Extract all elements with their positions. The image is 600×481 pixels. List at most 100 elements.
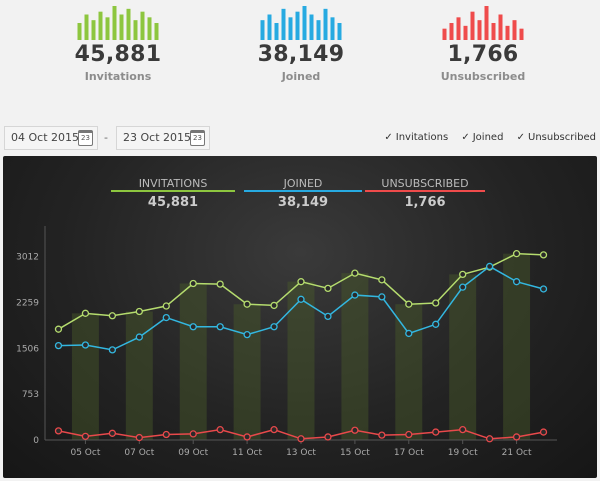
x-tick-label: 15 Oct (340, 448, 370, 458)
data-point (135, 307, 143, 316)
toggle-joined[interactable]: ✓ Joined (461, 132, 503, 143)
day-band (449, 274, 477, 440)
unsubscribed-spark-bar (505, 25, 510, 40)
joined-spark-bar (316, 20, 321, 40)
date-range-separator: - (104, 131, 108, 144)
y-tick-label: 2259 (16, 298, 39, 308)
legend-total: 38,149 (278, 195, 328, 210)
data-point (81, 309, 90, 317)
end-date-value: 23 Oct 2015 (123, 131, 192, 144)
data-point (243, 300, 251, 308)
data-point (459, 270, 467, 279)
unsubscribed-spark-bar (463, 25, 468, 40)
unsubscribed-label: Unsubscribed (440, 70, 526, 83)
data-point (324, 433, 332, 441)
line-chart: 0 753 1506 2259 3012 05 Oct 07 Oct 09 Oct 11 Oct… (16, 177, 557, 458)
calendar-icon[interactable]: 23 (190, 130, 205, 146)
data-point (108, 429, 117, 437)
invitations-label: Invitations (84, 70, 152, 83)
invitations-spark-bar (154, 23, 159, 40)
x-tick-label: 09 Oct (178, 448, 208, 458)
invitations-spark-bar (147, 17, 152, 40)
day-band (395, 304, 423, 440)
data-point (351, 291, 359, 299)
data-point (351, 269, 359, 277)
invitations-spark-bar (77, 23, 82, 40)
unsubscribed-spark-bar (519, 28, 524, 40)
invitations-spark-bar (91, 20, 96, 40)
x-tick-label: 21 Oct (502, 448, 532, 458)
invitations-spark-bar (112, 6, 117, 40)
data-point (54, 325, 63, 333)
data-point (351, 426, 359, 434)
joined-spark-bar (281, 8, 286, 40)
unsubscribed-spark-bar (442, 28, 447, 40)
data-point (297, 295, 305, 303)
toggle-unsubscribed[interactable]: ✓ Unsubscribed (517, 132, 596, 143)
start-date-value: 04 Oct 2015 (11, 131, 80, 144)
x-tick-label: 07 Oct (124, 448, 154, 458)
joined-spark-bar (302, 6, 307, 40)
kpi-joined: 38,149 Joined (241, 0, 361, 83)
day-band (125, 311, 153, 440)
data-point (378, 276, 386, 284)
toggle-invitations-label: Invitations (395, 132, 449, 143)
x-tick-label: 13 Oct (286, 448, 316, 458)
kpi-unsubscribed: 1,766 Unsubscribed (423, 0, 543, 83)
data-point (135, 333, 143, 341)
joined-label: Joined (281, 70, 321, 83)
data-point (485, 435, 494, 443)
start-date-picker[interactable]: 04 Oct 2015 23 (4, 126, 98, 150)
data-point (405, 300, 413, 308)
data-point (108, 346, 117, 354)
data-point (81, 432, 90, 440)
checkmark-icon: ✓ (516, 132, 525, 143)
data-point (297, 278, 305, 286)
calendar-icon[interactable]: 23 (78, 130, 93, 146)
data-point (162, 313, 170, 322)
x-tick-label: 11 Oct (232, 448, 262, 458)
joined-spark-bar (337, 23, 342, 40)
data-point (432, 299, 440, 307)
data-point (216, 323, 224, 331)
unsubscribed-spark-bar (456, 17, 461, 40)
toggle-invitations[interactable]: ✓ Invitations (384, 132, 448, 143)
checkmark-icon: ✓ (384, 132, 393, 143)
data-point (270, 323, 278, 331)
legend-total: 1,766 (404, 195, 445, 210)
data-point (459, 283, 467, 291)
data-point (378, 431, 386, 439)
legend-label: UNSUBSCRIBED (381, 177, 468, 190)
data-point (539, 285, 548, 293)
data-point (432, 428, 440, 436)
invitations-sparkline-icon (77, 6, 159, 40)
y-tick-label: 3012 (16, 253, 39, 263)
chart-panel: 0 753 1506 2259 3012 05 Oct 07 Oct 09 Oct 11 Oct… (3, 156, 597, 478)
data-point (270, 425, 278, 434)
invitations-total: 45,881 (74, 42, 162, 67)
unsubscribed-spark-bar (484, 6, 489, 40)
data-point (270, 301, 278, 310)
joined-spark-bar (309, 14, 314, 40)
invitations-spark-bar (105, 17, 110, 40)
joined-spark-bar (260, 20, 265, 40)
unsubscribed-spark-bar (498, 14, 503, 40)
data-point (324, 312, 332, 321)
data-point (405, 329, 413, 338)
end-date-picker[interactable]: 23 Oct 2015 23 (116, 126, 210, 150)
joined-spark-bar (274, 23, 279, 40)
toggle-joined-label: Joined (472, 132, 504, 143)
unsubscribed-sparkline-icon (442, 6, 524, 40)
y-tick-label: 1506 (16, 344, 39, 354)
legend-label: INVITATIONS (139, 177, 208, 190)
data-point (108, 312, 117, 320)
day-band (179, 283, 207, 440)
data-point (378, 293, 386, 301)
unsubscribed-spark-bar (470, 11, 475, 40)
legend-total: 45,881 (148, 195, 198, 210)
unsubscribed-spark-bar (491, 23, 496, 40)
data-point (512, 278, 521, 286)
kpi-invitations: 45,881 Invitations (58, 0, 178, 83)
unsubscribed-spark-bar (449, 23, 454, 40)
joined-spark-bar (330, 17, 335, 40)
